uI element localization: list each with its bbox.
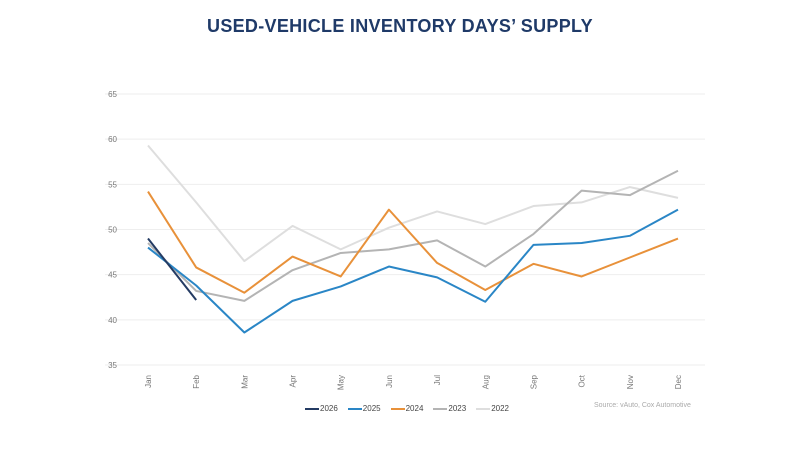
legend-swatch [390, 407, 405, 410]
series-line-2026 [147, 237, 197, 301]
legend-label: 2022 [491, 404, 509, 413]
legend-swatch [433, 407, 448, 410]
legend-label: 2023 [448, 404, 467, 413]
legend-swatch [476, 407, 491, 410]
legend-item-2025: 2025 [347, 404, 381, 413]
x-tick-label: Nov [626, 375, 635, 389]
series-line-2022 [147, 144, 679, 263]
legend-item-2026: 2026 [305, 404, 338, 413]
legend-swatch [347, 407, 362, 410]
y-tick-label: 65 [108, 90, 117, 99]
legend-label: 2026 [320, 404, 338, 413]
x-tick-label: Aug [481, 375, 490, 389]
x-tick-label: Mar [240, 375, 249, 389]
legend-item-2022: 2022 [476, 404, 509, 413]
series-line-2024 [147, 191, 679, 294]
x-tick-label: Jul [433, 375, 442, 385]
y-tick-label: 40 [108, 316, 117, 325]
legend-item-2024: 2024 [390, 404, 424, 413]
x-tick-label: May [337, 375, 346, 390]
series-line-2023 [147, 169, 679, 302]
x-tick-label: Oct [578, 374, 587, 387]
y-tick-label: 60 [108, 135, 117, 144]
legend-item-2023: 2023 [433, 404, 466, 413]
y-tick-label: 55 [108, 180, 117, 189]
y-tick-label: 35 [108, 361, 117, 370]
x-tick-label: Sep [529, 374, 538, 389]
y-tick-label: 45 [108, 271, 117, 280]
legend: 2026 2025 2024 2023 2022 [305, 404, 509, 413]
y-tick-label: 50 [108, 226, 117, 235]
legend-label: 2025 [362, 404, 381, 413]
x-tick-label: Dec [674, 375, 683, 389]
x-tick-label: Jun [385, 375, 394, 388]
series-line-2025 [147, 208, 679, 334]
x-tick-label: Feb [192, 374, 201, 388]
legend-label: 2024 [405, 404, 424, 413]
chart-title: USED-VEHICLE INVENTORY DAYS’ SUPPLY [207, 16, 593, 36]
legend-swatch [305, 407, 319, 410]
x-tick-label: Jan [144, 375, 153, 388]
source-note: Source: vAuto, Cox Automotive [594, 402, 691, 409]
x-tick-label: Apr [289, 375, 298, 388]
